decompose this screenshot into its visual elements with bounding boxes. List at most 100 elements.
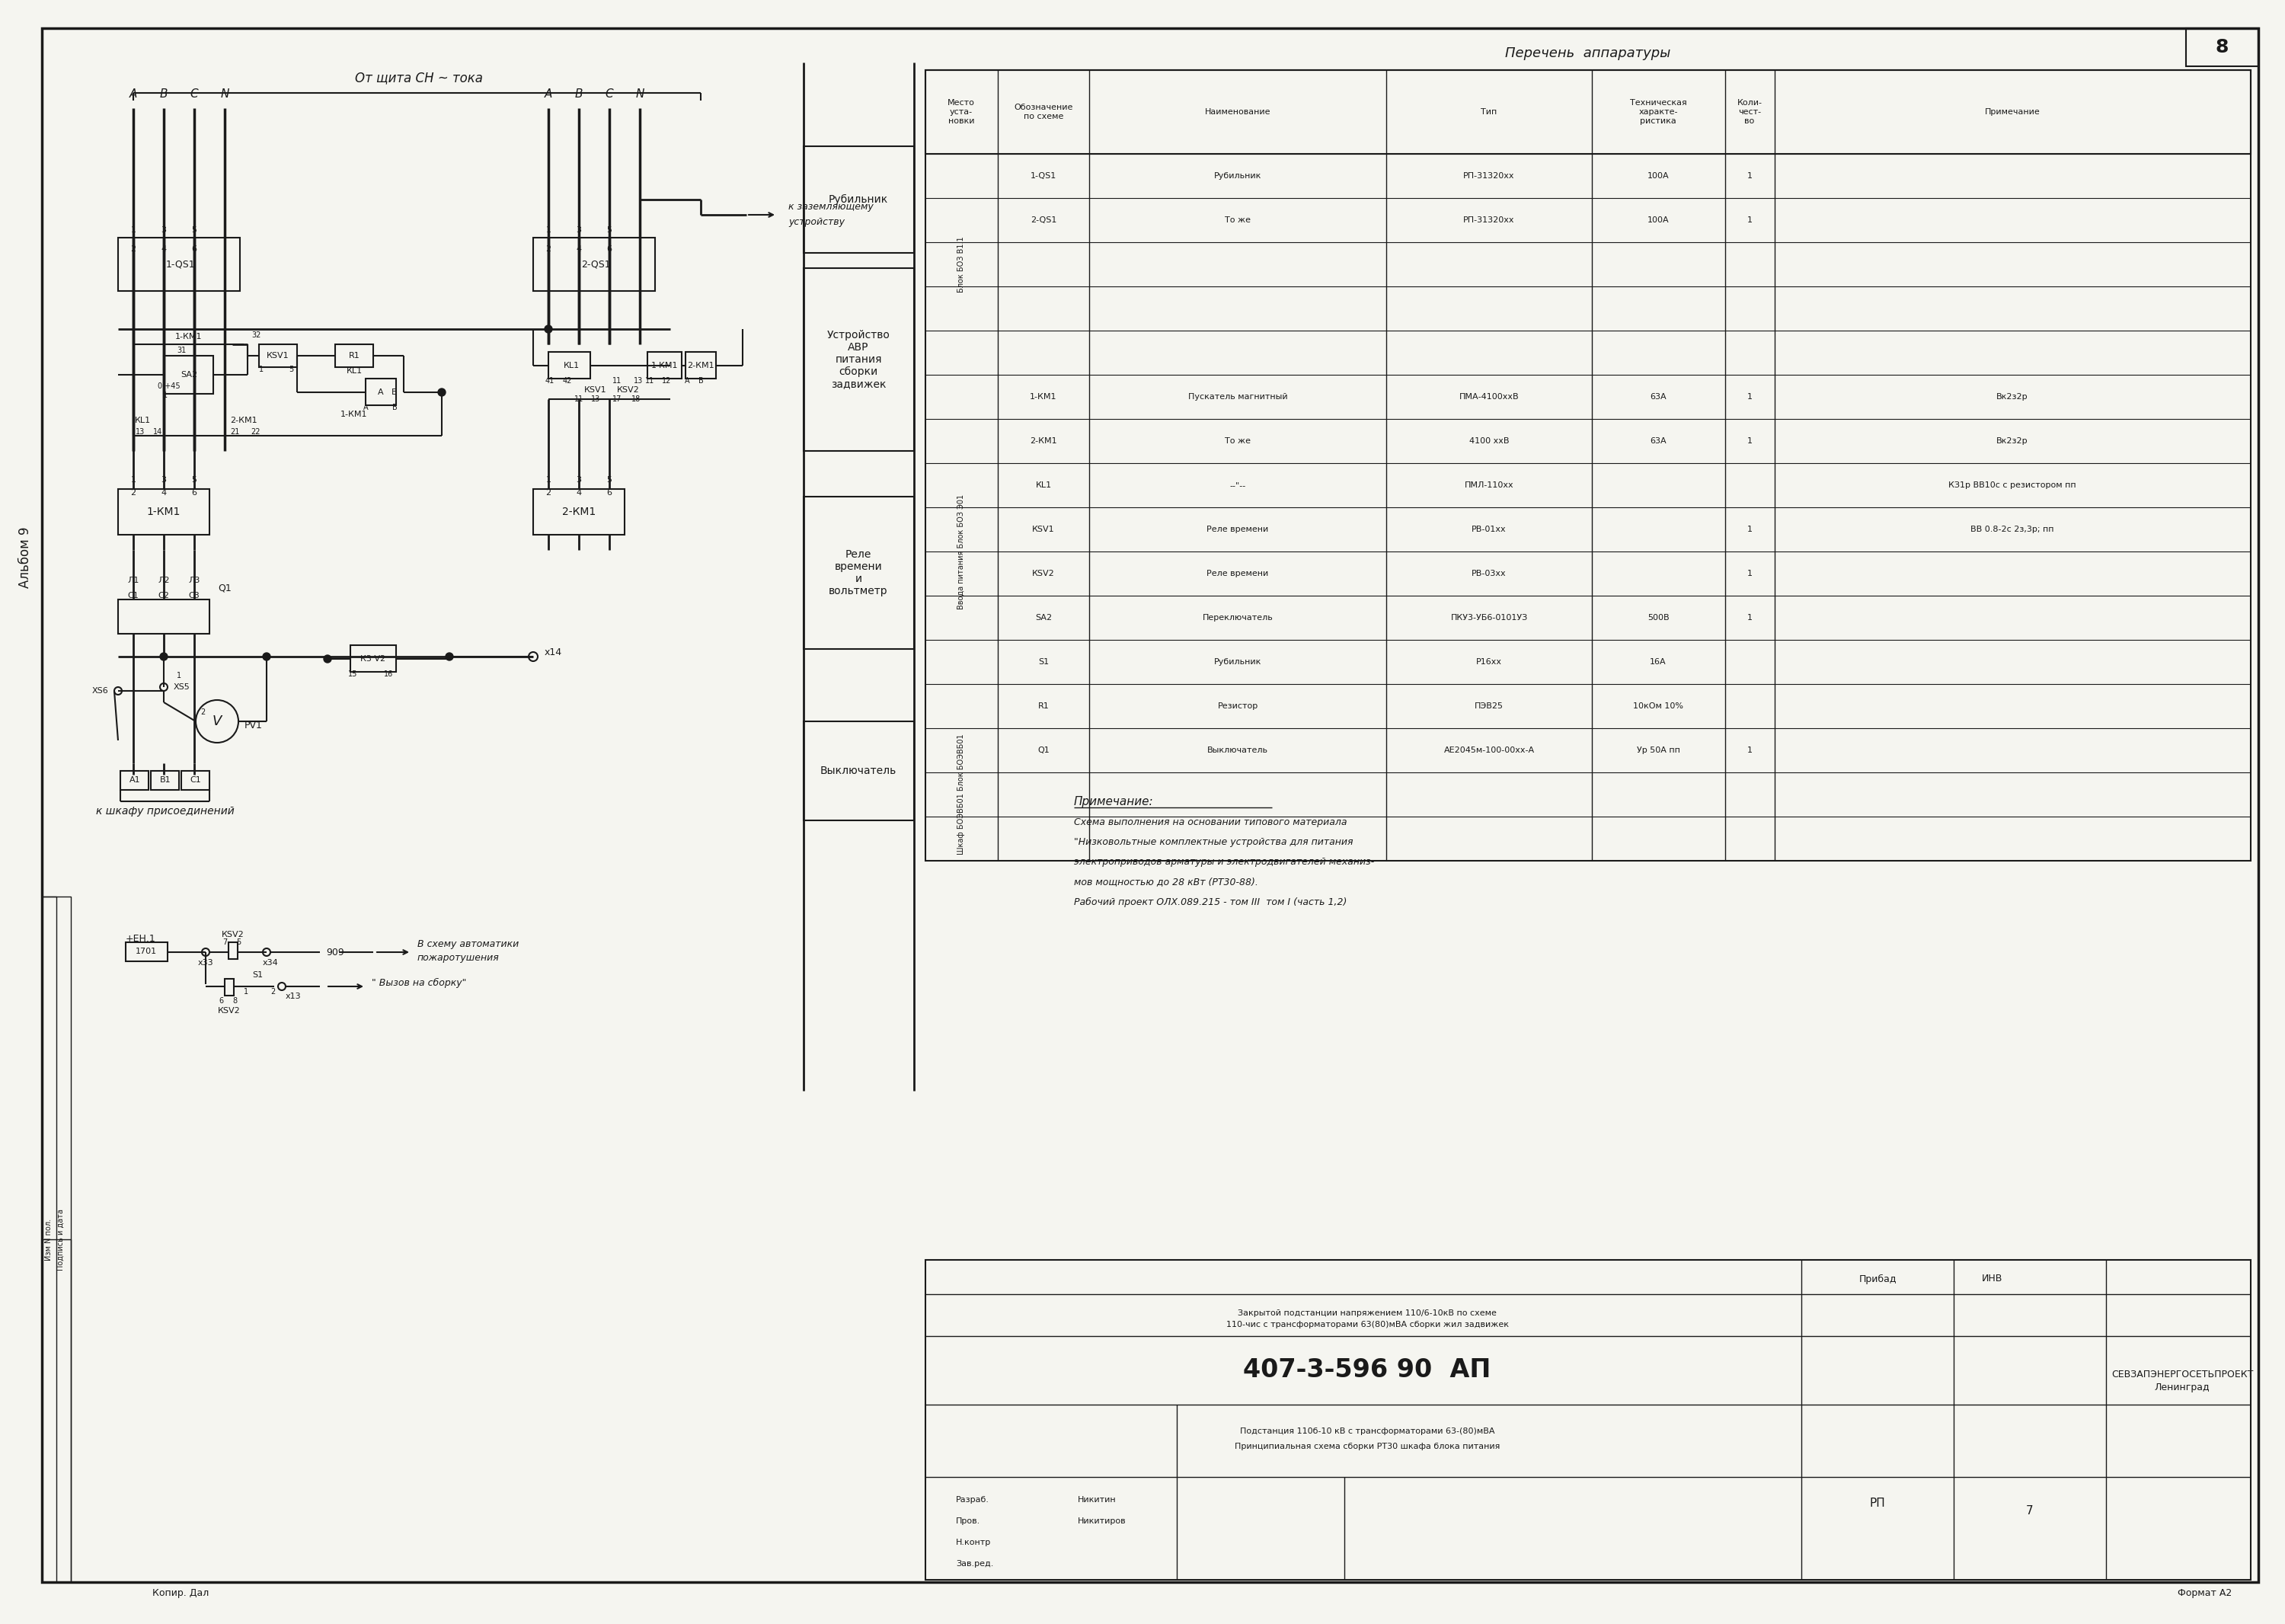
Text: Техническая
характе-
ристика: Техническая характе- ристика	[1629, 99, 1686, 125]
Text: В схему автоматики: В схему автоматики	[418, 940, 519, 950]
Text: 21: 21	[231, 429, 240, 435]
Text: 31: 31	[176, 346, 185, 354]
Text: 1: 1	[1746, 614, 1753, 622]
Text: ПЭВ25: ПЭВ25	[1474, 702, 1504, 710]
Text: устройству: устройству	[788, 218, 845, 227]
Text: Рабочий проект ОЛХ.089.215 - том III  том I (часть 1,2): Рабочий проект ОЛХ.089.215 - том III том…	[1074, 896, 1346, 906]
Text: КЗ1р ВВ10с с резистором пп: КЗ1р ВВ10с с резистором пп	[1949, 481, 2077, 489]
Text: РП-31320хх: РП-31320хх	[1462, 216, 1515, 224]
Text: Разраб.: Разраб.	[955, 1496, 989, 1504]
Text: B1: B1	[160, 776, 171, 784]
Text: 7: 7	[222, 939, 226, 947]
Bar	[925, 1260, 2251, 1580]
Text: 11: 11	[644, 377, 654, 385]
Text: N: N	[219, 89, 228, 101]
Text: мов мощностью до 28 кВт (РТ30-88).: мов мощностью до 28 кВт (РТ30-88).	[1074, 877, 1259, 887]
Text: Наименование: Наименование	[1204, 109, 1270, 115]
Text: ПМА-4100ххВ: ПМА-4100ххВ	[1460, 393, 1520, 401]
Text: РВ-03хх: РВ-03хх	[1472, 570, 1506, 578]
Bar	[804, 721, 914, 820]
Text: 1: 1	[1746, 393, 1753, 401]
Text: КL1: КL1	[562, 362, 580, 369]
Text: Никитиров: Никитиров	[1079, 1517, 1127, 1525]
Text: Рубильник: Рубильник	[829, 195, 889, 205]
Text: Блок БОЗ В1.1: Блок БОЗ В1.1	[957, 235, 964, 292]
Text: Л2: Л2	[158, 577, 169, 585]
Text: 1-КМ1: 1-КМ1	[146, 507, 181, 516]
Bar	[151, 771, 178, 789]
Text: 10кОм 10%: 10кОм 10%	[1634, 702, 1684, 710]
Text: ВВ 0.8-2с 2з,3р; пп: ВВ 0.8-2с 2з,3р; пп	[1970, 526, 2054, 533]
Text: 2: 2	[546, 489, 551, 497]
Text: 1: 1	[130, 226, 137, 234]
Bar	[647, 352, 681, 378]
Text: Пускатель магнитный: Пускатель магнитный	[1188, 393, 1286, 401]
Text: 63А: 63А	[1650, 393, 1666, 401]
Text: КSV2: КSV2	[617, 387, 640, 393]
Text: 8: 8	[233, 997, 238, 1005]
Bar	[119, 489, 210, 534]
Text: КSV1: КSV1	[585, 387, 608, 393]
Text: Подпись и дата: Подпись и дата	[57, 1208, 64, 1270]
Text: То же: То же	[1225, 437, 1250, 445]
Text: Обозначение
по схеме: Обозначение по схеме	[1015, 104, 1074, 120]
Text: 1: 1	[546, 226, 551, 234]
Text: 5: 5	[608, 476, 612, 484]
Text: 2-КМ1: 2-КМ1	[1031, 437, 1058, 445]
Text: к заземляющему: к заземляющему	[788, 203, 873, 213]
Text: Н.контр: Н.контр	[955, 1538, 992, 1546]
Text: 1: 1	[1746, 526, 1753, 533]
Text: Пров.: Пров.	[955, 1517, 980, 1525]
Text: 13: 13	[592, 395, 601, 403]
Bar	[925, 70, 2251, 154]
Text: 4: 4	[160, 245, 167, 253]
Text: 500В: 500В	[1647, 614, 1668, 622]
Text: R1: R1	[350, 352, 359, 359]
Text: PV1: PV1	[244, 719, 263, 731]
Text: Л1: Л1	[128, 577, 139, 585]
Bar	[121, 771, 149, 789]
Text: Ленинград: Ленинград	[2155, 1384, 2210, 1393]
Bar	[126, 942, 167, 961]
Text: 0 +45: 0 +45	[158, 382, 181, 390]
Bar	[41, 896, 57, 1582]
Text: 1-QS1: 1-QS1	[1031, 172, 1056, 180]
Text: С2: С2	[158, 591, 169, 599]
Text: Устройство
АВР
питания
сборки
задвижек: Устройство АВР питания сборки задвижек	[827, 330, 889, 390]
Text: XS5: XS5	[174, 684, 190, 690]
Text: КSV2: КSV2	[222, 931, 244, 939]
Text: 1-QS1: 1-QS1	[167, 260, 194, 270]
Text: 5: 5	[235, 939, 240, 947]
Text: x33: x33	[199, 960, 213, 966]
Text: SA2: SA2	[1035, 614, 1051, 622]
Circle shape	[446, 653, 452, 661]
Text: А: А	[686, 377, 690, 385]
Text: C1: C1	[190, 776, 201, 784]
Text: 2: 2	[546, 245, 551, 253]
Bar	[532, 237, 656, 291]
Text: --"--: --"--	[1229, 481, 1245, 489]
Text: Место
уста-
новки: Место уста- новки	[948, 99, 976, 125]
Text: 407-3-596 90  АП: 407-3-596 90 АП	[1243, 1358, 1492, 1384]
Text: 4: 4	[160, 489, 167, 497]
Text: С1: С1	[128, 591, 139, 599]
Text: V: V	[213, 715, 222, 728]
Text: 3: 3	[160, 476, 167, 484]
Text: 41: 41	[546, 377, 555, 385]
Text: 5: 5	[288, 365, 292, 374]
Text: Ввода питания Блок БОЗ Э01: Ввода питания Блок БОЗ Э01	[957, 494, 964, 609]
Text: В: В	[393, 404, 398, 411]
Text: C: C	[606, 89, 612, 101]
Text: Никитин: Никитин	[1079, 1496, 1117, 1504]
Text: 1: 1	[1746, 437, 1753, 445]
Text: Закрытой подстанции напряжением 110/6-10кВ по схеме: Закрытой подстанции напряжением 110/6-10…	[1238, 1309, 1497, 1317]
Text: 2-КМ1: 2-КМ1	[688, 362, 715, 369]
Text: В: В	[391, 388, 398, 396]
Text: КL1: КL1	[135, 417, 151, 424]
Text: 14: 14	[153, 429, 162, 435]
Text: S1: S1	[1037, 658, 1049, 666]
Text: Подстанция 110б-10 кВ с трансформаторами 63-(80)мВА: Подстанция 110б-10 кВ с трансформаторами…	[1241, 1427, 1494, 1436]
Text: Копир. Дал: Копир. Дал	[153, 1588, 208, 1598]
Bar	[119, 237, 240, 291]
Text: 6: 6	[192, 245, 197, 253]
